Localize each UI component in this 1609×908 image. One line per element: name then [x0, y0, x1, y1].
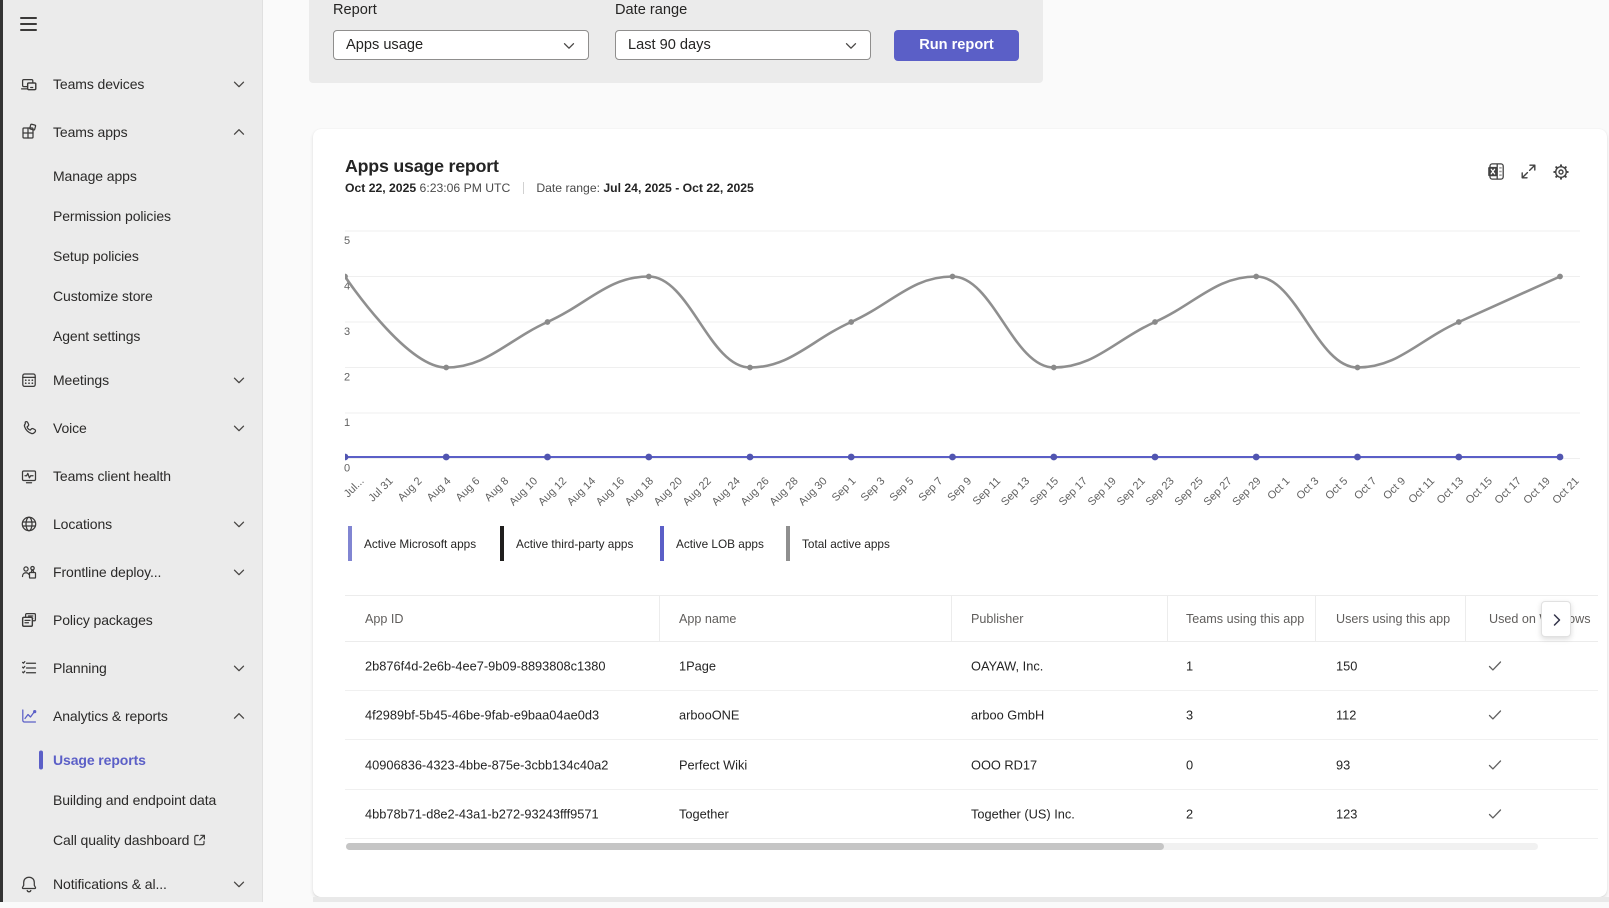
svg-text:3: 3: [344, 326, 350, 338]
svg-text:Oct 17: Oct 17: [1493, 475, 1524, 506]
svg-text:Aug 28: Aug 28: [768, 475, 801, 508]
svg-text:Sep 27: Sep 27: [1202, 475, 1235, 508]
svg-text:Jul...: Jul...: [342, 475, 367, 500]
svg-text:Aug 18: Aug 18: [623, 475, 656, 508]
svg-text:Oct 11: Oct 11: [1406, 475, 1437, 506]
svg-text:Sep 15: Sep 15: [1028, 475, 1061, 508]
svg-text:Aug 6: Aug 6: [454, 475, 483, 504]
svg-text:Oct 3: Oct 3: [1294, 475, 1321, 502]
svg-text:Oct 7: Oct 7: [1352, 475, 1379, 502]
svg-text:Oct 15: Oct 15: [1464, 475, 1495, 506]
svg-text:Oct 1: Oct 1: [1265, 475, 1292, 502]
svg-text:Oct 13: Oct 13: [1435, 475, 1466, 506]
svg-text:Sep 19: Sep 19: [1086, 475, 1119, 508]
svg-text:Sep 11: Sep 11: [971, 475, 1004, 508]
svg-text:Aug 26: Aug 26: [739, 475, 772, 508]
svg-text:Sep 5: Sep 5: [888, 475, 917, 504]
svg-text:Sep 29: Sep 29: [1230, 475, 1263, 508]
svg-text:1: 1: [344, 417, 350, 429]
svg-text:Sep 23: Sep 23: [1144, 475, 1177, 508]
svg-text:Oct 19: Oct 19: [1521, 475, 1552, 506]
svg-text:Sep 1: Sep 1: [830, 475, 859, 504]
svg-text:Sep 13: Sep 13: [999, 475, 1032, 508]
svg-text:Aug 22: Aug 22: [681, 475, 714, 508]
svg-text:Jul 31: Jul 31: [366, 475, 395, 504]
svg-text:Aug 2: Aug 2: [396, 475, 425, 504]
svg-text:Sep 17: Sep 17: [1057, 475, 1090, 508]
svg-text:Oct 21: Oct 21: [1550, 475, 1581, 506]
svg-text:Aug 4: Aug 4: [425, 475, 454, 504]
svg-text:Sep 21: Sep 21: [1115, 475, 1148, 508]
svg-text:Aug 10: Aug 10: [507, 475, 540, 508]
svg-text:Aug 24: Aug 24: [710, 475, 743, 508]
svg-text:Sep 3: Sep 3: [859, 475, 888, 504]
svg-text:2: 2: [344, 372, 350, 384]
svg-text:5: 5: [344, 235, 350, 247]
svg-text:Aug 20: Aug 20: [652, 475, 685, 508]
svg-text:Oct 9: Oct 9: [1381, 475, 1408, 502]
svg-text:Aug 30: Aug 30: [797, 475, 830, 508]
svg-text:Aug 14: Aug 14: [565, 475, 598, 508]
svg-text:Sep 25: Sep 25: [1173, 475, 1206, 508]
svg-text:Sep 7: Sep 7: [917, 475, 946, 504]
svg-text:Aug 12: Aug 12: [536, 475, 569, 508]
svg-text:Aug 16: Aug 16: [594, 475, 627, 508]
svg-text:0: 0: [344, 463, 350, 475]
svg-text:Oct 5: Oct 5: [1323, 475, 1350, 502]
